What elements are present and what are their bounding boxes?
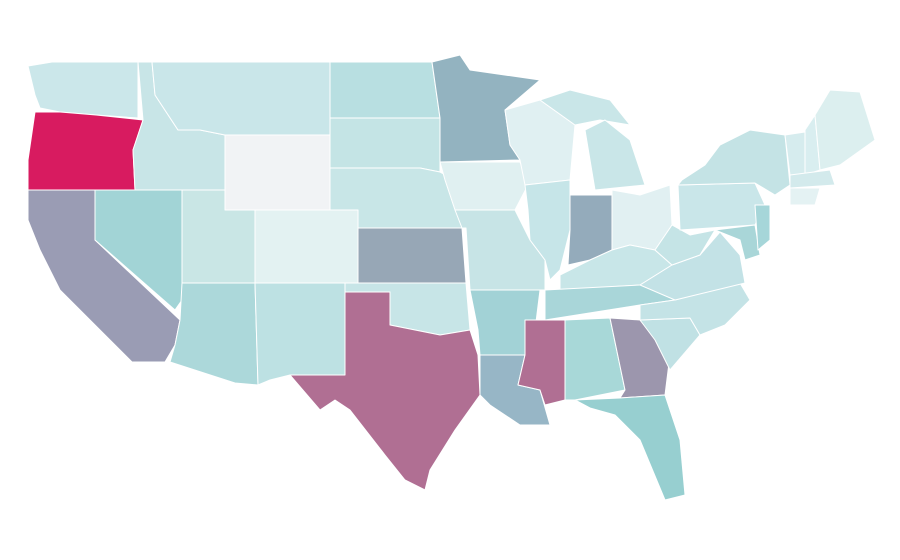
state-new-mexico: [254, 282, 346, 386]
state-iowa: [439, 161, 529, 211]
state-alabama: [564, 317, 626, 401]
state-massachusetts: [789, 169, 836, 189]
state-maine: [814, 89, 876, 171]
state-south-dakota: [329, 117, 441, 173]
state-pennsylvania: [677, 182, 766, 231]
state-montana: [151, 61, 331, 136]
state-maryland: [714, 224, 761, 261]
state-new-jersey: [754, 204, 771, 251]
state-washington: [27, 61, 139, 119]
state-texas: [289, 291, 481, 491]
state-new-york: [677, 129, 791, 196]
state-kansas: [357, 227, 467, 284]
state-michigan-upper: [539, 89, 631, 126]
state-north-dakota: [329, 61, 441, 119]
state-colorado: [254, 209, 359, 284]
state-florida: [574, 394, 686, 501]
state-connecticut: [789, 187, 821, 206]
state-michigan: [584, 119, 646, 191]
state-arizona: [169, 282, 259, 386]
state-oregon: [27, 111, 144, 191]
state-wyoming: [224, 134, 331, 211]
